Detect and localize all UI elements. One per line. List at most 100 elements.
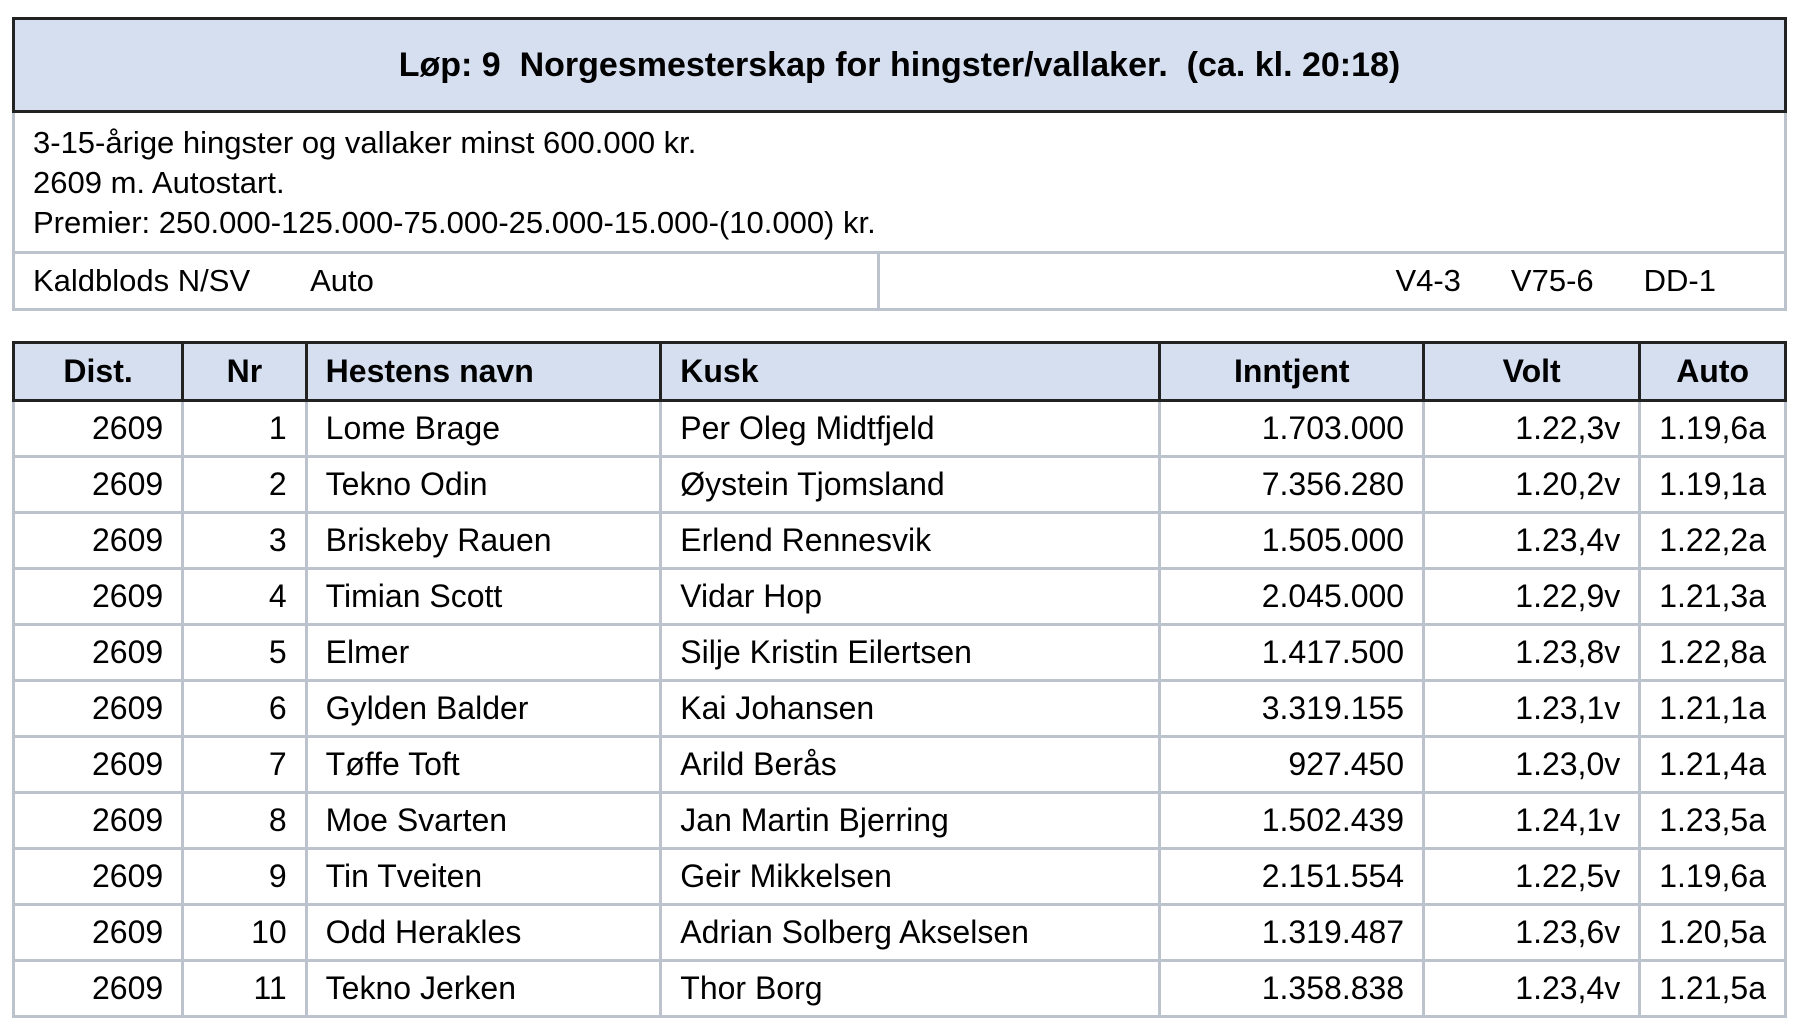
cell-horse-name: Tekno Jerken <box>304 959 663 1018</box>
table-row: 2609 2 Tekno Odin Øystein Tjomsland 7.356.28… <box>11 455 1787 514</box>
race-breed: Kaldblods N/SV <box>33 263 251 298</box>
cell-nr: 1 <box>181 399 308 458</box>
cell-auto: 1.22,8a <box>1638 623 1787 682</box>
cell-volt: 1.23,6v <box>1422 903 1642 962</box>
cell-volt: 1.22,3v <box>1422 399 1642 458</box>
cell-auto: 1.21,3a <box>1638 567 1787 626</box>
table-body: 2609 1 Lome Brage Per Oleg Midtfjeld 1.703.0… <box>11 399 1787 1018</box>
cell-horse-name: Lome Brage <box>304 399 663 458</box>
cell-auto: 1.19,6a <box>1638 847 1787 906</box>
header-volt: Volt <box>1422 341 1642 402</box>
cell-nr: 10 <box>181 903 308 962</box>
race-conditions: 3-15-årige hingster og vallaker minst 60… <box>33 125 697 160</box>
cell-nr: 6 <box>181 679 308 738</box>
cell-driver: Kai Johansen <box>659 679 1162 738</box>
cell-nr: 11 <box>181 959 308 1018</box>
race-meta-row: Kaldblods N/SV Auto V4-3 V75-6 DD-1 <box>15 254 1784 308</box>
cell-driver: Geir Mikkelsen <box>659 847 1162 906</box>
cell-horse-name: Odd Herakles <box>304 903 663 962</box>
cell-nr: 4 <box>181 567 308 626</box>
cell-earnings: 2.151.554 <box>1158 847 1426 906</box>
race-distance-start: 2609 m. Autostart. <box>33 165 285 200</box>
cell-earnings: 1.703.000 <box>1158 399 1426 458</box>
cell-dist: 2609 <box>11 959 185 1018</box>
cell-earnings: 2.045.000 <box>1158 567 1426 626</box>
cell-dist: 2609 <box>11 567 185 626</box>
header-earnings: Inntjent <box>1158 341 1426 402</box>
race-games: V4-3 V75-6 DD-1 <box>880 254 1784 308</box>
cell-dist: 2609 <box>11 399 185 458</box>
cell-driver: Erlend Rennesvik <box>659 511 1162 570</box>
header-driver: Kusk <box>659 341 1162 402</box>
cell-volt: 1.20,2v <box>1422 455 1642 514</box>
table-row: 2609 1 Lome Brage Per Oleg Midtfjeld 1.703.0… <box>11 399 1787 458</box>
cell-auto: 1.19,6a <box>1638 399 1787 458</box>
table-row: 2609 11 Tekno Jerken Thor Borg 1.358.838 1.23… <box>11 959 1787 1018</box>
cell-horse-name: Elmer <box>304 623 663 682</box>
table-row: 2609 3 Briskeby Rauen Erlend Rennesvik 1.505… <box>11 511 1787 570</box>
table-row: 2609 5 Elmer Silje Kristin Eilertsen 1.417.5… <box>11 623 1787 682</box>
header-nr: Nr <box>181 341 308 402</box>
cell-driver: Per Oleg Midtfjeld <box>659 399 1162 458</box>
game-dd: DD-1 <box>1643 263 1716 298</box>
cell-driver: Jan Martin Bjerring <box>659 791 1162 850</box>
cell-driver: Arild Berås <box>659 735 1162 794</box>
cell-auto: 1.23,5a <box>1638 791 1787 850</box>
cell-volt: 1.23,1v <box>1422 679 1642 738</box>
cell-dist: 2609 <box>11 455 185 514</box>
cell-dist: 2609 <box>11 679 185 738</box>
cell-driver: Thor Borg <box>659 959 1162 1018</box>
table-row: 2609 4 Timian Scott Vidar Hop 2.045.000 1.22,… <box>11 567 1787 626</box>
cell-earnings: 927.450 <box>1158 735 1426 794</box>
cell-nr: 8 <box>181 791 308 850</box>
cell-volt: 1.23,0v <box>1422 735 1642 794</box>
table-row: 2609 9 Tin Tveiten Geir Mikkelsen 2.151.554 1… <box>11 847 1787 906</box>
cell-horse-name: Tøffe Toft <box>304 735 663 794</box>
cell-horse-name: Tekno Odin <box>304 455 663 514</box>
race-start-type: Auto <box>310 263 374 298</box>
cell-driver: Adrian Solberg Akselsen <box>659 903 1162 962</box>
cell-earnings: 1.358.838 <box>1158 959 1426 1018</box>
cell-nr: 9 <box>181 847 308 906</box>
cell-nr: 3 <box>181 511 308 570</box>
cell-auto: 1.22,2a <box>1638 511 1787 570</box>
game-v4: V4-3 <box>1395 263 1461 298</box>
cell-dist: 2609 <box>11 791 185 850</box>
race-meta-left: Kaldblods N/SV Auto <box>15 254 880 308</box>
game-v75: V75-6 <box>1510 263 1594 298</box>
cell-auto: 1.21,5a <box>1638 959 1787 1018</box>
table-row: 2609 10 Odd Herakles Adrian Solberg Akselse… <box>11 903 1787 962</box>
cell-horse-name: Moe Svarten <box>304 791 663 850</box>
cell-auto: 1.21,1a <box>1638 679 1787 738</box>
cell-driver: Vidar Hop <box>659 567 1162 626</box>
table-row: 2609 6 Gylden Balder Kai Johansen 3.319.155 1… <box>11 679 1787 738</box>
table-row: 2609 7 Tøffe Toft Arild Berås 927.450 1.23,0v… <box>11 735 1787 794</box>
cell-auto: 1.21,4a <box>1638 735 1787 794</box>
race-info-box: Løp: 9 Norgesmesterskap for hingster/val… <box>12 17 1787 311</box>
cell-earnings: 1.319.487 <box>1158 903 1426 962</box>
cell-horse-name: Gylden Balder <box>304 679 663 738</box>
race-prizes: Premier: 250.000-125.000-75.000-25.000-1… <box>33 205 876 240</box>
cell-earnings: 3.319.155 <box>1158 679 1426 738</box>
cell-volt: 1.23,4v <box>1422 959 1642 1018</box>
cell-nr: 2 <box>181 455 308 514</box>
cell-nr: 7 <box>181 735 308 794</box>
cell-horse-name: Tin Tveiten <box>304 847 663 906</box>
cell-dist: 2609 <box>11 735 185 794</box>
header-horse-name: Hestens navn <box>304 341 663 402</box>
cell-earnings: 1.505.000 <box>1158 511 1426 570</box>
cell-volt: 1.23,8v <box>1422 623 1642 682</box>
start-list-table: Dist. Nr Hestens navn Kusk Inntjent Volt… <box>11 341 1787 1018</box>
race-title: Løp: 9 Norgesmesterskap for hingster/val… <box>12 17 1787 113</box>
cell-earnings: 1.417.500 <box>1158 623 1426 682</box>
header-auto: Auto <box>1638 341 1787 402</box>
cell-earnings: 1.502.439 <box>1158 791 1426 850</box>
table-header-row: Dist. Nr Hestens navn Kusk Inntjent Volt… <box>11 341 1787 402</box>
cell-auto: 1.20,5a <box>1638 903 1787 962</box>
cell-volt: 1.22,9v <box>1422 567 1642 626</box>
race-description: 3-15-årige hingster og vallaker minst 60… <box>15 113 1784 254</box>
cell-volt: 1.24,1v <box>1422 791 1642 850</box>
cell-driver: Silje Kristin Eilertsen <box>659 623 1162 682</box>
cell-earnings: 7.356.280 <box>1158 455 1426 514</box>
cell-dist: 2609 <box>11 903 185 962</box>
